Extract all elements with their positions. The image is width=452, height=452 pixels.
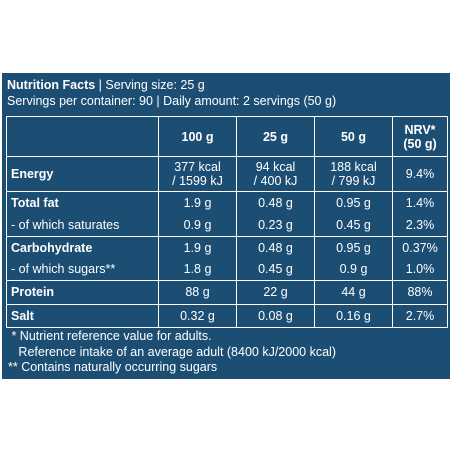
nrv-line1: NRV* [404, 122, 436, 137]
cell-25g: 0.48 g [236, 235, 315, 259]
cell-50g: 0.45 g [314, 214, 393, 237]
table-row-sugars: - of which sugars** 1.8 g 0.45 g 0.9 g 1… [6, 258, 448, 282]
cell-25g: 94 kcal/ 400 kJ [236, 156, 315, 193]
header-50g: 50 g [314, 115, 393, 158]
cell-25g: 0.45 g [236, 258, 315, 282]
footnote-nrv: * Nutrient reference value for adults. [8, 329, 212, 343]
cell-50g: 188 kcal/ 799 kJ [314, 156, 393, 193]
cell-nrv: 0.37% [392, 235, 448, 259]
table-row-energy: Energy 377 kcal/ 1599 kJ 94 kcal/ 400 kJ… [6, 156, 448, 193]
cell-nrv: 1.0% [392, 258, 448, 282]
table-row-saturates: - of which saturates 0.9 g 0.23 g 0.45 g… [6, 214, 448, 237]
cell-25g: 0.23 g [236, 214, 315, 237]
cell-100g: 0.32 g [158, 303, 237, 329]
cell-50g: 0.9 g [314, 258, 393, 282]
header-100g: 100 g [158, 115, 237, 158]
row-label: Protein [6, 280, 159, 305]
row-label: Salt [6, 303, 159, 329]
cell-100g: 1.9 g [158, 235, 237, 259]
table-row-carbohydrate: Carbohydrate 1.9 g 0.48 g 0.95 g 0.37% [6, 235, 448, 259]
cell-25g: 0.08 g [236, 303, 315, 329]
row-label: Carbohydrate [6, 235, 159, 259]
cell-100g: 377 kcal/ 1599 kJ [158, 156, 237, 193]
table-row-fat: Total fat 1.9 g 0.48 g 0.95 g 1.4% [6, 191, 448, 215]
cell-nrv: 1.4% [392, 191, 448, 215]
cell-50g: 44 g [314, 280, 393, 305]
cell-100g: 1.9 g [158, 191, 237, 215]
cell-25g: 0.48 g [236, 191, 315, 215]
cell-50g: 0.95 g [314, 235, 393, 259]
panel-header: Nutrition Facts | Serving size: 25 g Ser… [7, 77, 336, 109]
row-label: Total fat [6, 191, 159, 215]
serving-size: | Serving size: 25 g [95, 78, 205, 92]
footnote-sugars: ** Contains naturally occurring sugars [8, 360, 218, 374]
header-empty [6, 115, 159, 158]
cell-100g: 0.9 g [158, 214, 237, 237]
cell-nrv: 9.4% [392, 156, 448, 193]
cell-50g: 0.95 g [314, 191, 393, 215]
nutrition-table: 100 g 25 g 50 g NRV* (50 g) Energy 377 kc… [6, 115, 448, 329]
footnotes: * Nutrient reference value for adults. R… [8, 329, 336, 376]
cell-100g: 1.8 g [158, 258, 237, 282]
cell-50g: 0.16 g [314, 303, 393, 329]
nrv-line2: (50 g) [403, 136, 437, 151]
panel-title: Nutrition Facts [7, 78, 96, 92]
row-label: - of which saturates [6, 214, 159, 237]
cell-25g: 22 g [236, 280, 315, 305]
table-header-row: 100 g 25 g 50 g NRV* (50 g) [6, 115, 448, 158]
nutrition-panel: Nutrition Facts | Serving size: 25 g Ser… [2, 73, 450, 379]
table-row-protein: Protein 88 g 22 g 44 g 88% [6, 280, 448, 305]
cell-100g: 88 g [158, 280, 237, 305]
row-label: Energy [6, 156, 159, 193]
cell-nrv: 2.3% [392, 214, 448, 237]
header-nrv: NRV* (50 g) [392, 115, 448, 158]
cell-nrv: 88% [392, 280, 448, 305]
table-row-salt: Salt 0.32 g 0.08 g 0.16 g 2.7% [6, 303, 448, 329]
header-25g: 25 g [236, 115, 315, 158]
footnote-reference-intake: Reference intake of an average adult (84… [8, 344, 336, 359]
row-label: - of which sugars** [6, 258, 159, 282]
servings-info: Servings per container: 90 | Daily amoun… [7, 94, 337, 108]
cell-nrv: 2.7% [392, 303, 448, 329]
